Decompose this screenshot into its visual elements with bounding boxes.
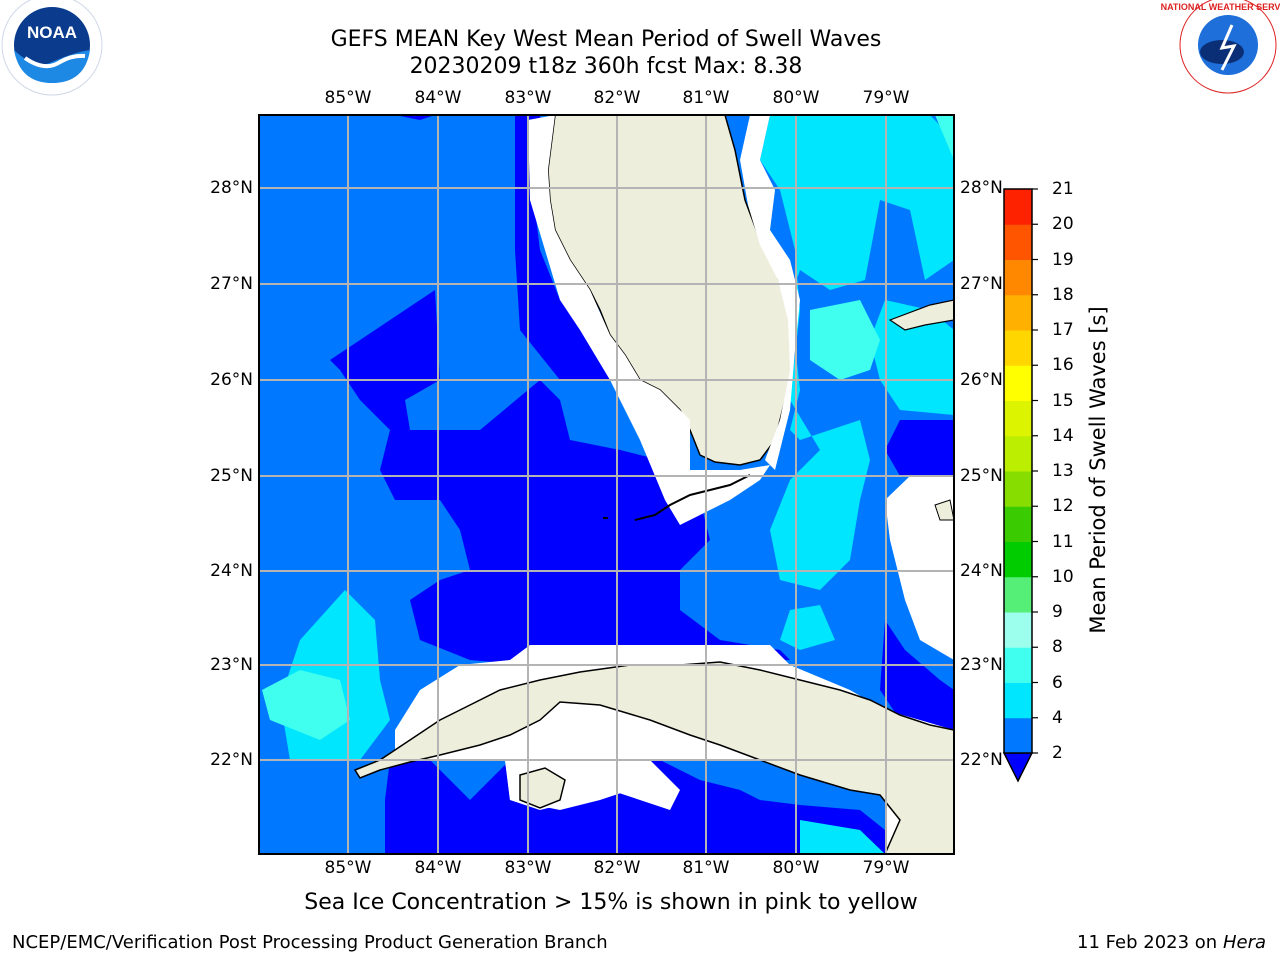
colorbar-tick-label: 9 [1052,602,1063,622]
swell-field-deep-5 [880,620,954,730]
colorbar-extend-arrow [1002,752,1034,783]
nodata-florida-west [528,115,770,525]
nodata-florida-east [740,115,800,470]
figure-title-line1: GEFS MEAN Key West Mean Period of Swell … [330,27,882,52]
right-tick-label: 28°N [960,178,1003,198]
florida-keys [634,474,751,521]
colorbar-label: Mean Period of Swell Waves [s] [1086,306,1110,634]
colorbar-segment [1004,471,1032,507]
swell-field-deep-6 [395,115,435,120]
left-tick-label: 23°N [210,655,253,675]
right-tick-label: 24°N [960,561,1003,581]
swell-field-deep-2 [515,115,620,380]
land-andros [934,499,954,521]
figure-title-line2: 20230209 t18z 360h fcst Max: 8.38 [409,54,803,79]
colorbar [1002,188,1038,783]
bottom-tick-label: 84°W [414,858,462,878]
bottom-tick-label: 79°W [862,858,910,878]
svg-text:NOAA: NOAA [27,23,77,42]
swell-field-deep-4 [885,420,954,476]
svg-text:NATIONAL WEATHER SERVICE: NATIONAL WEATHER SERVICE [1161,2,1280,12]
left-tick-label: 24°N [210,561,253,581]
left-tick-label: 28°N [210,178,253,198]
colorbar-tick-label: 12 [1052,496,1074,517]
datestamp-date: 11 Feb 2023 on [1077,932,1218,953]
nws-logo: NATIONAL WEATHER SERVICE [1161,0,1280,94]
bottom-tick-label: 83°W [504,858,552,878]
colorbar-segment [1004,294,1032,331]
colorbar-segment [1004,576,1032,613]
right-tick-label: 22°N [960,750,1003,770]
nodata-bahamas [885,476,954,660]
top-tick-label: 81°W [682,88,730,108]
bottom-tick-label: 82°W [593,858,641,878]
right-tick-label: 25°N [960,466,1003,486]
right-tick-label: 27°N [960,274,1003,294]
colorbar-segment [1004,541,1032,578]
colorbar-segment [1004,647,1032,683]
colorbar-tick-label: 11 [1052,531,1074,552]
datestamp: 11 Feb 2023 on Hera [1077,932,1266,953]
colorbar-tick-label: 17 [1052,320,1074,340]
bottom-tick-label: 85°W [324,858,372,878]
right-tick-label: 26°N [960,370,1003,390]
colorbar-tick-label: 21 [1052,179,1074,199]
bottom-tick-label: 81°W [682,858,730,878]
colorbar-tick-label: 16 [1052,355,1074,376]
land-isla-juventud [519,767,566,809]
colorbar-segment [1004,330,1032,366]
colorbar-tick-label: 4 [1052,707,1063,728]
map-frame [258,114,955,855]
top-tick-label: 84°W [414,88,462,108]
colorbar-tick-label: 10 [1052,566,1074,587]
colorbar-segment [1004,506,1032,542]
map-plot-area [259,115,954,854]
swell-field-lightcyan-3 [262,670,350,740]
top-tick-label: 82°W [593,88,641,108]
right-tick-label: 23°N [960,655,1003,675]
colorbar-segment [1004,189,1032,225]
bottom-tick-label: 80°W [772,858,820,878]
swell-field-lightcyan-2 [935,115,954,160]
datestamp-host: Hera [1222,932,1266,953]
top-tick-label: 85°W [324,88,372,108]
swell-field-cyan-east-2 [870,300,954,415]
colorbar-tick-label: 20 [1052,214,1074,235]
sea-ice-caption: Sea Ice Concentration > 15% is shown in … [304,890,918,915]
colorbar-tick-label: 18 [1052,284,1074,305]
left-tick-label: 25°N [210,466,253,486]
left-tick-label: 26°N [210,370,253,390]
swell-field-cyan-s [800,820,885,854]
top-tick-label: 83°W [504,88,552,108]
left-tick-label: 27°N [210,274,253,294]
colorbar-segment [1004,400,1032,437]
land-cuba [353,661,954,854]
swell-field-cyan-23 [780,605,835,650]
colorbar-tick-label: 13 [1052,461,1074,481]
colorbar-tick-label: 14 [1052,425,1074,446]
colorbar-segment [1004,259,1032,296]
colorbar-segment [1004,717,1032,754]
top-tick-label: 79°W [862,88,910,108]
top-tick-label: 80°W [772,88,820,108]
colorbar-tick-label: 8 [1052,637,1063,658]
colorbar-tick-label: 19 [1052,249,1074,270]
noaa-logo: NOAA [1,0,103,96]
land-bahamas [888,299,954,331]
left-tick-label: 22°N [210,750,253,770]
colorbar-segment [1004,435,1032,472]
colorbar-tick-label: 6 [1052,672,1063,693]
colorbar-segment [1004,365,1032,401]
colorbar-tick-label: 2 [1052,743,1063,763]
credit-line: NCEP/EMC/Verification Post Processing Pr… [12,932,608,953]
swell-field-lightcyan [810,300,880,380]
colorbar-segment [1004,224,1032,260]
swell-field-cyan-east [760,115,954,590]
map-grid [259,115,954,854]
colorbar-segment [1004,612,1032,648]
colorbar-segment [1004,682,1032,719]
colorbar-tick-label: 15 [1052,390,1074,411]
